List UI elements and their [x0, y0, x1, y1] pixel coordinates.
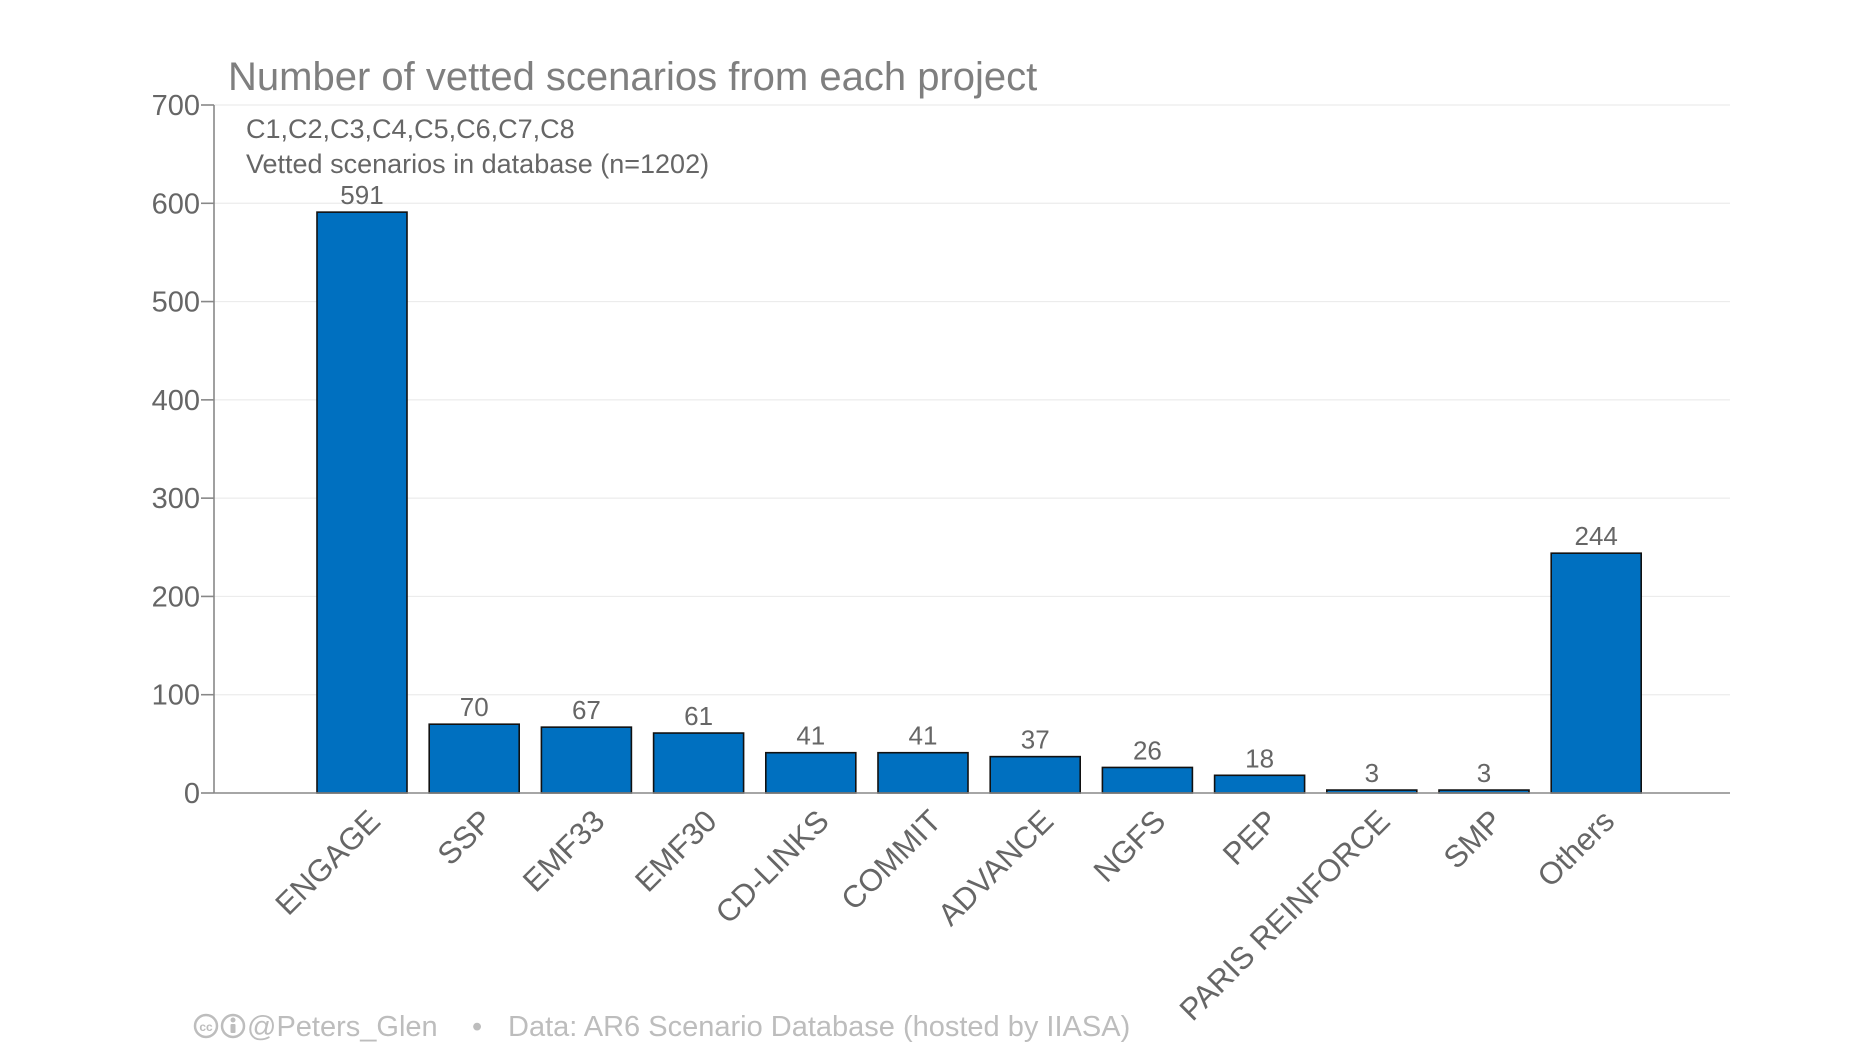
- data-label: 41: [909, 721, 938, 751]
- y-tick-label: 300: [152, 483, 200, 515]
- y-tick-label: 400: [152, 385, 200, 417]
- bar: [316, 211, 408, 794]
- svg-text:cc: cc: [199, 1020, 213, 1034]
- x-tick-label: EMF30: [628, 803, 723, 898]
- chart-subtitle-line-2: Vetted scenarios in database (n=1202): [246, 149, 709, 179]
- footer-source: Data: AR6 Scenario Database (hosted by I…: [508, 1011, 1130, 1042]
- data-label: 41: [796, 721, 825, 751]
- x-tick-label: PEP: [1216, 803, 1285, 872]
- x-tick-label: ENGAGE: [268, 803, 387, 922]
- bar: [989, 755, 1082, 794]
- x-tick-label: CD-LINKS: [709, 803, 836, 930]
- y-tick-labels: 0 100 200 300 400 500 600 700: [152, 90, 200, 810]
- data-label: 18: [1245, 743, 1274, 773]
- x-tick-label: PARIS REINFORCE: [1173, 803, 1397, 1027]
- by-icon: [220, 1013, 246, 1039]
- footer-separator: •: [472, 1011, 482, 1042]
- data-label: 61: [684, 701, 713, 731]
- y-tick-label: 600: [152, 188, 200, 220]
- bar: [1213, 774, 1306, 794]
- cc-icon: cc: [193, 1013, 219, 1039]
- x-tick-label: COMMIT: [834, 803, 948, 917]
- y-tick-label: 200: [152, 581, 200, 613]
- x-tick-label: ADVANCE: [931, 803, 1060, 932]
- bar: [1101, 766, 1194, 794]
- data-label: 70: [460, 692, 489, 722]
- footer-handle: @Peters_Glen: [247, 1011, 438, 1042]
- chart-subtitle-line-1: C1,C2,C3,C4,C5,C6,C7,C8: [246, 114, 575, 144]
- y-tick-label: 0: [184, 778, 200, 810]
- bar: [652, 732, 745, 794]
- bar: [764, 751, 857, 794]
- data-label: 3: [1477, 758, 1491, 788]
- bar: [428, 723, 521, 794]
- x-tick-label: NGFS: [1087, 803, 1173, 889]
- x-tick-label: EMF33: [516, 803, 611, 898]
- bars: [316, 211, 1642, 794]
- y-tick-label: 500: [152, 287, 200, 319]
- x-tick-label: Others: [1531, 803, 1622, 894]
- axes: [201, 104, 1730, 794]
- chart-title: Number of vetted scenarios from each pro…: [228, 55, 1037, 99]
- data-label: 26: [1133, 735, 1162, 765]
- x-tick-label: SSP: [431, 803, 500, 872]
- bar: [540, 726, 633, 794]
- x-tick-label: SMP: [1437, 803, 1509, 875]
- gridlines: [214, 104, 1730, 696]
- data-label: 3: [1365, 758, 1379, 788]
- data-label: 244: [1575, 521, 1618, 551]
- y-tick-label: 100: [152, 680, 200, 712]
- data-labels: 591 70 67 61 41 41 37 26 18 3 3 244: [340, 180, 1618, 788]
- data-label: 67: [572, 695, 601, 725]
- x-tick-labels: ENGAGE SSP EMF33 EMF30CD-LINKSCOMMITADVANCE…: [268, 803, 1621, 1027]
- data-label: 37: [1021, 725, 1050, 755]
- data-label: 591: [340, 180, 383, 210]
- bar: [1550, 552, 1642, 794]
- y-tick-label: 700: [152, 90, 200, 122]
- footer: cc @Peters_Glen • Data: AR6 Scenario Dat…: [193, 1011, 1130, 1042]
- bar: [877, 751, 969, 794]
